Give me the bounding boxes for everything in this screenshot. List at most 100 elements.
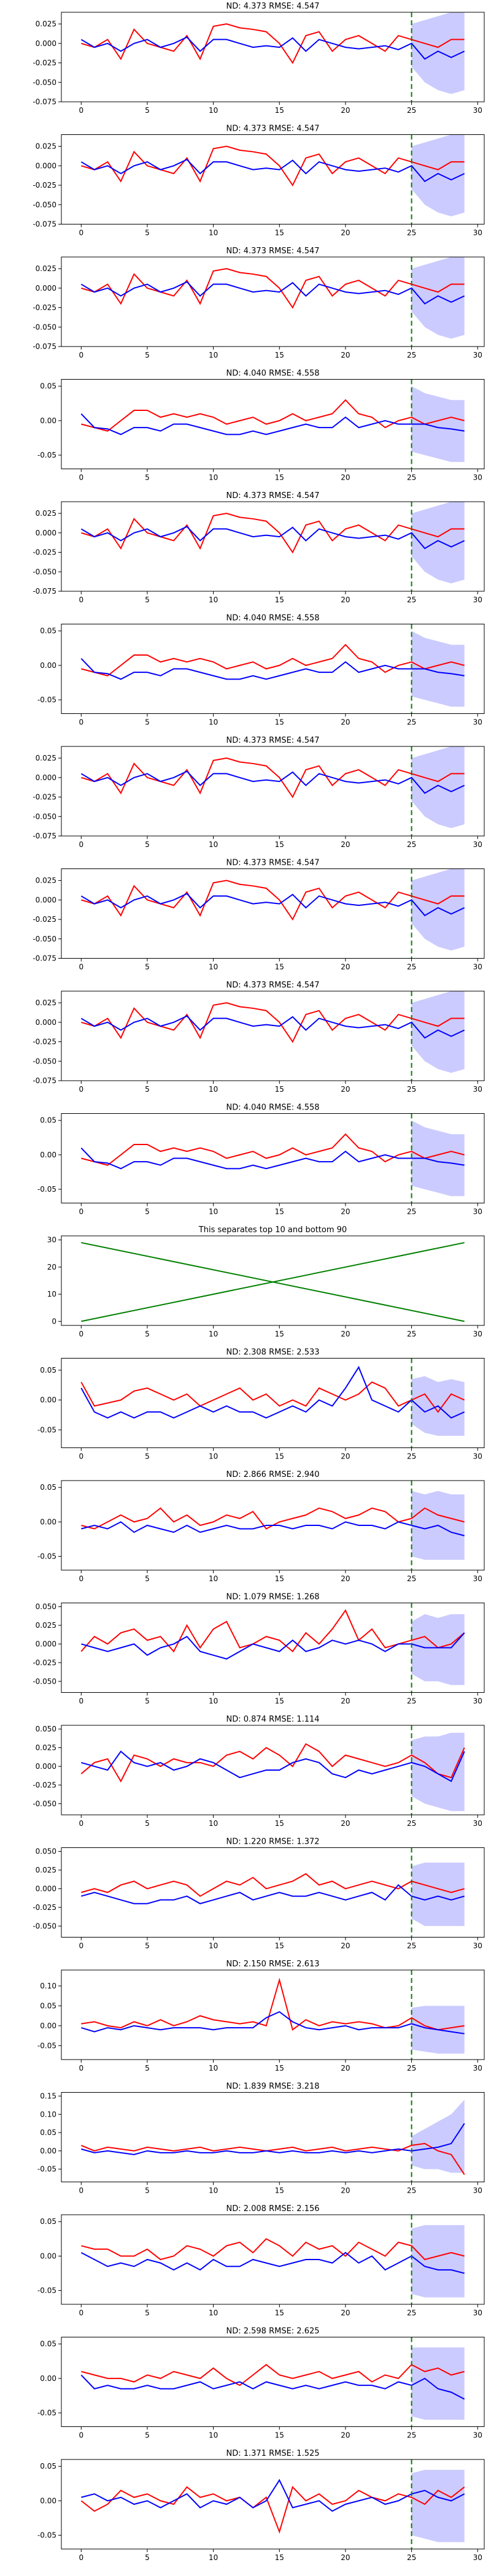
x-tick-label: 30 bbox=[473, 2431, 482, 2440]
axes-frame bbox=[61, 1480, 485, 1571]
axes-frame bbox=[61, 1235, 485, 1326]
x-tick-label: 25 bbox=[407, 1330, 416, 1338]
y-tick-label: 0.025 bbox=[36, 999, 56, 1007]
x-tick-label: 30 bbox=[473, 351, 482, 359]
subplot-12: ND: 2.308 RMSE: 2.533 0 5 10 15 20 25 30 -0.05 0.… bbox=[37, 1348, 485, 1461]
y-tick-label: 0.05 bbox=[40, 1366, 56, 1374]
y-tick-label: -0.075 bbox=[33, 954, 56, 963]
x-tick-label: 5 bbox=[145, 2431, 150, 2440]
x-tick-label: 20 bbox=[341, 718, 350, 727]
x-tick-label: 30 bbox=[473, 229, 482, 237]
confidence-band bbox=[411, 2347, 465, 2420]
separator-line-2 bbox=[81, 1242, 465, 1322]
x-tick-label: 20 bbox=[341, 2309, 350, 2317]
forecast-series-line bbox=[80, 158, 465, 182]
x-tick-label: 10 bbox=[209, 1208, 218, 1216]
actual-series-line bbox=[81, 145, 465, 187]
x-tick-label: 15 bbox=[275, 1452, 284, 1461]
y-tick-label: 0.050 bbox=[36, 1725, 56, 1733]
axes-frame bbox=[61, 1603, 485, 1693]
x-tick-label: 0 bbox=[79, 1819, 83, 1828]
x-tick-label: 25 bbox=[407, 1085, 416, 1094]
y-tick-label: 0.00 bbox=[40, 2374, 56, 2383]
x-tick-label: 25 bbox=[407, 963, 416, 972]
y-tick-label: 20 bbox=[47, 1263, 56, 1271]
x-tick-label: 10 bbox=[209, 1942, 218, 1950]
x-tick-label: 0 bbox=[79, 1452, 83, 1461]
subplot-1: ND: 4.373 RMSE: 4.547 0 5 10 15 20 25 30 -0.075 -… bbox=[33, 2, 485, 115]
x-tick-label: 15 bbox=[275, 1085, 284, 1094]
confidence-band bbox=[411, 2225, 465, 2298]
x-tick-label: 15 bbox=[275, 351, 284, 359]
x-tick-label: 10 bbox=[209, 229, 218, 237]
y-tick-label: -0.050 bbox=[33, 1057, 56, 1065]
x-tick-label: 0 bbox=[79, 106, 83, 115]
x-tick-label: 20 bbox=[341, 1208, 350, 1216]
forecast-series-line bbox=[80, 1015, 465, 1039]
x-tick-label: 15 bbox=[275, 1942, 284, 1950]
y-tick-label: 0.00 bbox=[40, 2496, 56, 2505]
subplot-title: ND: 4.040 RMSE: 4.558 bbox=[226, 614, 319, 623]
forecast-series-line bbox=[80, 892, 465, 916]
x-tick-label: 15 bbox=[275, 2309, 284, 2317]
y-tick-label: 0.025 bbox=[36, 876, 56, 885]
subplot-title: ND: 4.373 RMSE: 4.547 bbox=[226, 736, 319, 745]
axes-frame bbox=[61, 134, 485, 224]
x-tick-label: 0 bbox=[79, 1574, 83, 1583]
axes-frame bbox=[61, 379, 485, 469]
y-tick-label: -0.050 bbox=[33, 1677, 56, 1685]
x-tick-label: 15 bbox=[275, 596, 284, 604]
y-tick-label: 0.000 bbox=[36, 895, 56, 904]
forecast-series-line bbox=[80, 2252, 465, 2274]
x-tick-label: 25 bbox=[407, 718, 416, 727]
y-tick-label: -0.025 bbox=[33, 1038, 56, 1046]
x-tick-label: 0 bbox=[79, 2064, 83, 2072]
subplot-18: ND: 1.839 RMSE: 3.218 0 5 10 15 20 25 30 -0.05 0.… bbox=[37, 2082, 485, 2195]
axes-frame bbox=[61, 2459, 485, 2550]
x-tick-label: 25 bbox=[407, 1942, 416, 1950]
y-tick-label: 0.05 bbox=[40, 382, 56, 391]
subplot-title: ND: 1.220 RMSE: 1.372 bbox=[226, 1838, 319, 1847]
y-tick-label: 0.05 bbox=[40, 1116, 56, 1125]
y-tick-label: -0.050 bbox=[33, 567, 56, 576]
y-tick-label: 0.00 bbox=[40, 416, 56, 425]
y-tick-label: 0.000 bbox=[36, 1762, 56, 1771]
confidence-band bbox=[411, 386, 465, 462]
y-tick-label: 0.00 bbox=[40, 2147, 56, 2155]
x-tick-label: 30 bbox=[473, 963, 482, 972]
y-tick-label: 0.15 bbox=[40, 2091, 56, 2100]
x-tick-label: 15 bbox=[275, 1208, 284, 1216]
confidence-band bbox=[411, 12, 465, 94]
subplot-title: ND: 4.040 RMSE: 4.558 bbox=[226, 369, 319, 378]
actual-series-line bbox=[80, 1609, 465, 1653]
axes-frame bbox=[61, 1969, 485, 2060]
x-tick-label: 30 bbox=[473, 1330, 482, 1338]
confidence-band bbox=[411, 868, 465, 951]
x-tick-label: 25 bbox=[407, 2064, 416, 2072]
x-tick-label: 5 bbox=[145, 2187, 150, 2195]
axes-frame bbox=[61, 1847, 485, 1938]
forecast-series-line bbox=[81, 1521, 465, 1536]
y-tick-label: 0.025 bbox=[36, 264, 56, 273]
y-tick-label: 0.00 bbox=[40, 2252, 56, 2260]
subplot-title: ND: 1.079 RMSE: 1.268 bbox=[226, 1593, 319, 1602]
x-tick-label: 30 bbox=[473, 473, 482, 482]
x-tick-label: 5 bbox=[145, 1452, 150, 1461]
actual-series-line bbox=[81, 1977, 465, 2031]
forecast-series-line bbox=[80, 526, 465, 550]
y-tick-label: 0.000 bbox=[36, 161, 56, 170]
x-tick-label: 15 bbox=[275, 1697, 284, 1706]
actual-series-line bbox=[81, 880, 465, 921]
subplot-title: ND: 4.373 RMSE: 4.547 bbox=[226, 2, 319, 11]
axes-frame bbox=[61, 256, 485, 347]
y-tick-label: -0.050 bbox=[33, 323, 56, 331]
y-tick-label: -0.025 bbox=[33, 181, 56, 190]
x-tick-label: 10 bbox=[209, 1574, 218, 1583]
y-tick-label: 0.025 bbox=[36, 509, 56, 518]
y-tick-label: -0.025 bbox=[33, 793, 56, 802]
subplot-17: ND: 2.150 RMSE: 2.613 0 5 10 15 20 25 30 -0.05 0.… bbox=[37, 1960, 485, 2072]
x-tick-label: 0 bbox=[79, 596, 83, 604]
confidence-band bbox=[411, 1862, 465, 1926]
subplot-title: ND: 2.308 RMSE: 2.533 bbox=[226, 1348, 319, 1357]
